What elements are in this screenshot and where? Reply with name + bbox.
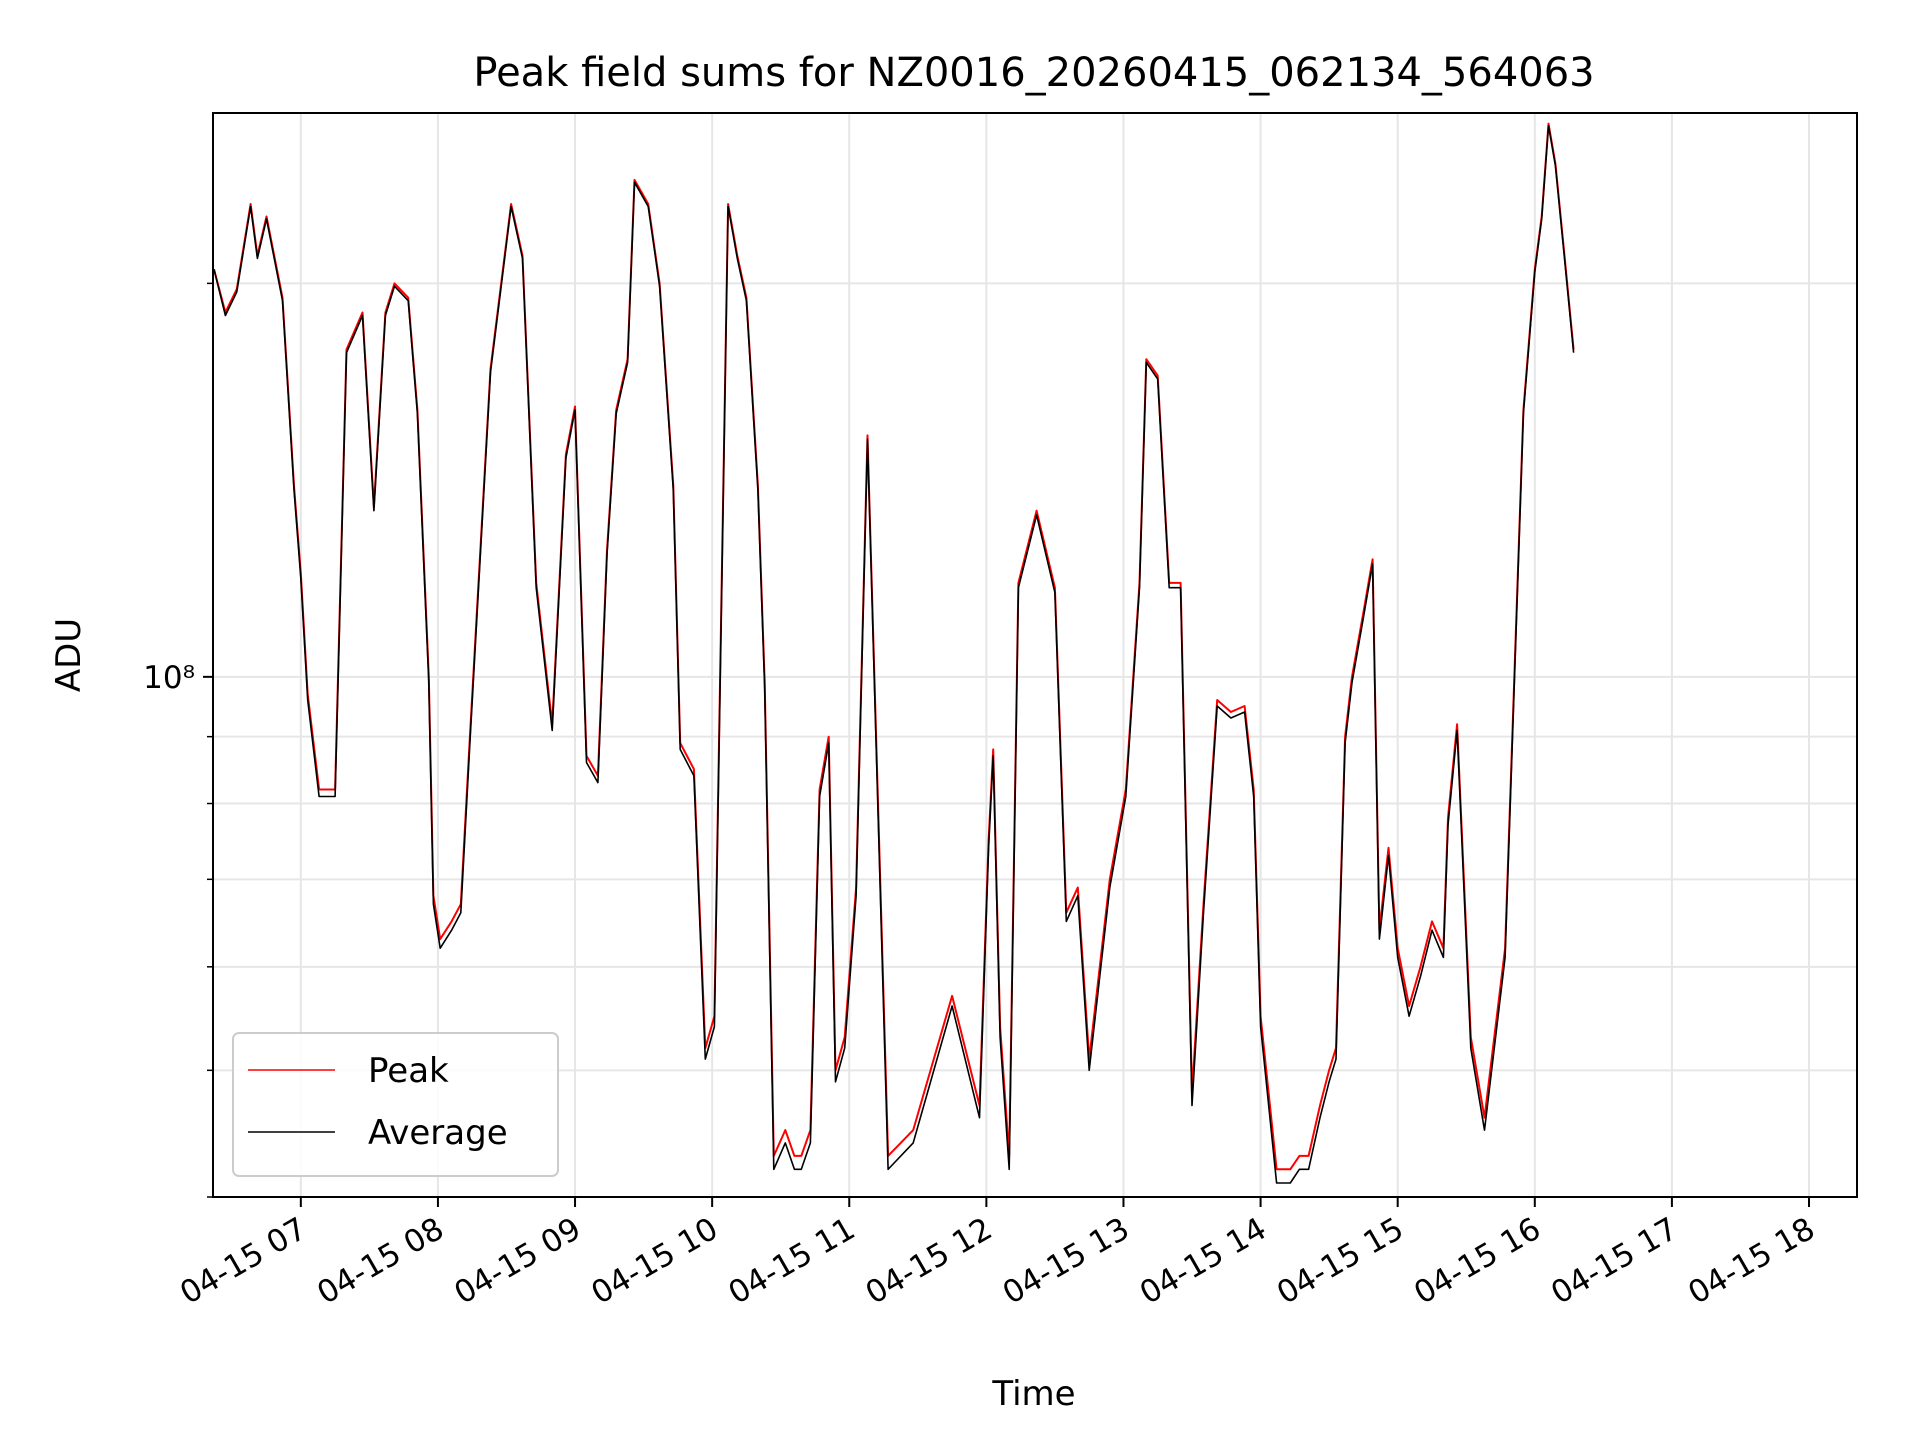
plot-frame: [212, 112, 1858, 1198]
legend-box: [232, 1032, 559, 1177]
series-line-average: [213, 125, 1575, 1184]
chart-title: Peak field sums for NZ0016_20260415_0621…: [473, 50, 1594, 96]
legend: Peak Average: [232, 1032, 559, 1177]
y-axis-label: ADU: [49, 618, 89, 692]
legend-label-average: Average: [368, 1113, 508, 1153]
x-axis-label: Time: [991, 1374, 1075, 1414]
legend-label-peak: Peak: [368, 1051, 449, 1091]
series-lines: [213, 122, 1575, 1184]
y-tick-label: 10⁸: [143, 660, 195, 696]
gridlines: [213, 113, 1857, 1198]
y-ticks: 10⁸: [143, 282, 213, 1198]
